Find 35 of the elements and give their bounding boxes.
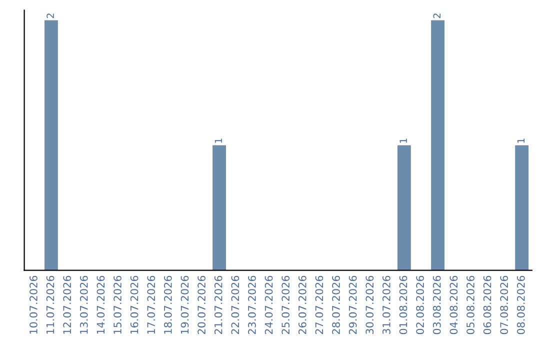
x-tick-label: 13.07.2026	[80, 276, 88, 334]
x-tick-label: 16.07.2026	[130, 276, 138, 334]
x-tick-label: 24.07.2026	[264, 276, 273, 334]
x-tick-label: 11.07.2026	[46, 276, 54, 334]
x-tick-label: 26.07.2026	[298, 276, 306, 334]
x-tick-label: 17.07.2026	[147, 276, 156, 334]
x-tick-label: 01.08.2026	[399, 276, 408, 334]
x-tick-label: 27.07.2026	[315, 276, 324, 334]
x-tick-label: 22.07.2026	[231, 276, 240, 334]
x-tick-label: 14.07.2026	[96, 276, 105, 334]
x-tick-label: 05.08.2026	[466, 276, 474, 334]
x-tick-label: 10.07.2026	[30, 276, 38, 334]
x-tick-label: 03.08.2026	[432, 276, 441, 334]
data-label: 1	[517, 138, 524, 143]
data-label: 2	[433, 14, 440, 18]
x-tick-label: 20.07.2026	[198, 276, 206, 334]
x-tick-label: 28.07.2026	[332, 276, 340, 334]
x-tick-label: 04.08.2026	[450, 276, 458, 334]
x-tick-label: 06.08.2026	[483, 276, 492, 334]
x-tick-label: 07.08.2026	[500, 276, 508, 334]
x-tick-label: 29.07.2026	[348, 276, 357, 334]
x-tick-label: 08.08.2026	[516, 276, 525, 334]
data-label: 2	[46, 14, 54, 18]
x-tick-label: 12.07.2026	[63, 276, 72, 334]
data-label: 1	[214, 138, 222, 143]
x-tick-label: 23.07.2026	[248, 276, 256, 334]
x-tick-label: 21.07.2026	[214, 276, 222, 334]
x-tick-label: 19.07.2026	[180, 276, 189, 334]
x-tick-label: 18.07.2026	[164, 276, 172, 334]
x-tick-label: 25.07.2026	[282, 276, 290, 334]
x-tick-label: 31.07.2026	[382, 276, 390, 334]
x-tick-label: 02.08.2026	[416, 276, 424, 334]
x-tick-label: 30.07.2026	[366, 276, 374, 334]
x-tick-label: 15.07.2026	[114, 276, 122, 334]
data-label: 1	[400, 138, 407, 143]
